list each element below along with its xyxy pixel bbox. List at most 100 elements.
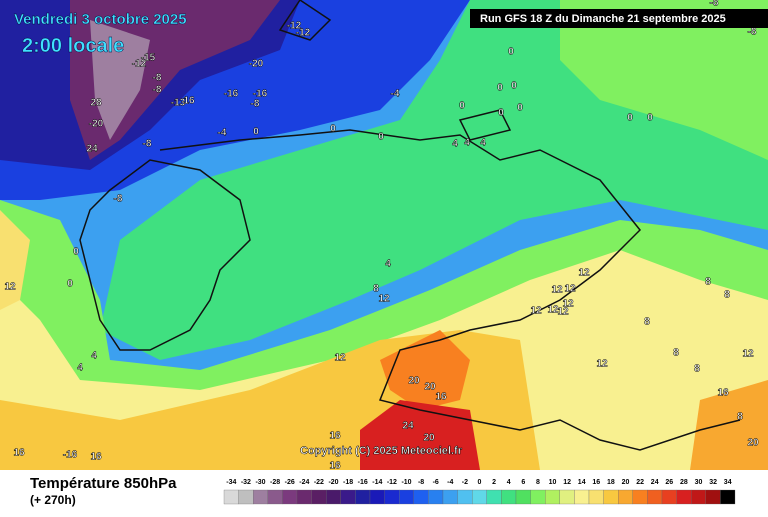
isotherm-label: 0: [459, 101, 465, 112]
isotherm-label: -16: [224, 89, 239, 100]
map-background: [0, 0, 768, 470]
isotherm-label: 4: [385, 259, 391, 270]
isotherm-label: 4: [480, 138, 486, 149]
scale-label: -32: [241, 479, 251, 486]
scale-label: 24: [651, 479, 659, 486]
isotherm-label: 16: [435, 392, 447, 403]
forecast-time: 2:00 locale: [22, 35, 124, 57]
isotherm-label: 20: [408, 376, 420, 387]
isotherm-label: 12: [530, 306, 542, 317]
scale-swatch: [326, 489, 341, 505]
isotherm-label: -12: [287, 21, 302, 32]
isotherm-label: -12: [296, 28, 311, 39]
isotherm-label: -12: [132, 59, 147, 70]
isotherm-label: -15: [141, 53, 156, 64]
isotherm-label: -4: [391, 89, 400, 100]
scale-label: -6: [433, 479, 439, 486]
copyright: Copyright (C) 2025 Meteociel.fr: [300, 445, 463, 457]
isotherm-label: -8: [710, 0, 719, 9]
scale-label: 22: [636, 479, 644, 486]
forecast-date: Vendredi 3 octobre 2025: [14, 11, 187, 28]
scale-swatch: [501, 489, 517, 505]
isotherm-label: 0: [508, 47, 514, 58]
scale-swatch: [486, 489, 502, 505]
scale-label: -34: [226, 479, 236, 486]
isotherm-label: 16: [183, 96, 195, 107]
isotherm-label: 20: [424, 382, 436, 393]
isotherm-label: 0: [497, 83, 503, 94]
scale-label: 6: [521, 479, 525, 486]
scale-label: -24: [299, 479, 309, 486]
isotherm-label: 0: [647, 113, 653, 124]
isotherm-label: -16: [63, 450, 78, 461]
scale-swatch: [369, 489, 385, 505]
scale-swatch: [223, 489, 239, 505]
scale-label: 12: [563, 479, 571, 486]
scale-label: 2: [492, 479, 496, 486]
scale-label: -12: [387, 479, 397, 486]
scale-swatch: [618, 489, 633, 505]
isotherm-label: 0: [73, 247, 79, 258]
scale-swatch: [238, 489, 254, 505]
isotherm-label: 0: [627, 113, 633, 124]
isotherm-label: 8: [694, 364, 700, 375]
isotherm-label: 16: [13, 448, 25, 459]
scale-label: 14: [578, 479, 586, 486]
isotherm-label: 8: [644, 317, 650, 328]
isotherm-label: 8: [737, 412, 743, 423]
scale-swatch: [647, 489, 663, 505]
scale-label: -10: [401, 479, 411, 486]
isotherm-label: -8: [143, 139, 152, 150]
isotherm-label: 12: [378, 294, 390, 305]
isotherm-label: 16: [717, 388, 729, 399]
isotherm-label: 12: [551, 285, 563, 296]
scale-swatch: [399, 489, 414, 505]
isotherm-label: -8: [153, 73, 162, 84]
isotherm-label: 0: [253, 127, 259, 138]
isotherm-label: -4: [218, 128, 227, 139]
scale-swatch: [340, 489, 356, 505]
scale-label: 10: [549, 479, 557, 486]
isotherm-label: 16: [90, 452, 102, 463]
scale-label: 18: [607, 479, 615, 486]
isotherm-label: 12: [547, 305, 559, 316]
isotherm-label: 8: [705, 277, 711, 288]
isotherm-label: 12: [564, 284, 576, 295]
isotherm-label: 12: [4, 282, 16, 293]
scale-label: -16: [358, 479, 368, 486]
scale-label: -8: [418, 479, 424, 486]
scale-swatch: [705, 489, 721, 505]
run-box: [470, 9, 768, 28]
isotherm-label: 0: [378, 132, 384, 143]
scale-label: -2: [462, 479, 468, 486]
scale-swatch: [457, 489, 473, 505]
scale-label: -22: [314, 479, 324, 486]
isotherm-label: -20: [89, 119, 104, 130]
coastlines: [79, 0, 741, 451]
scale-swatch: [384, 489, 400, 505]
scale-swatch: [545, 489, 560, 505]
scale-swatch: [691, 489, 706, 505]
scale-swatch: [530, 489, 546, 505]
isotherm-label: 16: [329, 431, 341, 442]
isotherm-label: 12: [596, 359, 608, 370]
isotherm-label: 8: [673, 348, 679, 359]
isotherm-label: -8: [251, 99, 260, 110]
isotherm-label: 24: [402, 421, 414, 432]
scale-label: 30: [695, 479, 703, 486]
scale-swatch: [472, 489, 487, 505]
isotherm-label: 12: [578, 268, 590, 279]
scale-swatch: [296, 489, 312, 505]
scale-swatch: [574, 489, 590, 505]
scale-label: -28: [270, 479, 280, 486]
scale-label: 4: [507, 479, 511, 486]
scale-label: -4: [447, 479, 453, 486]
scale-label: 32: [709, 479, 717, 486]
scale-swatch: [311, 489, 327, 505]
scale-swatch: [267, 489, 283, 505]
variable-title: Température 850hPa: [30, 475, 177, 492]
scale-swatch: [559, 489, 575, 505]
isotherm-label: 12: [562, 299, 574, 310]
isotherm-label: 0: [67, 279, 73, 290]
isotherm-label: 4: [452, 139, 458, 150]
